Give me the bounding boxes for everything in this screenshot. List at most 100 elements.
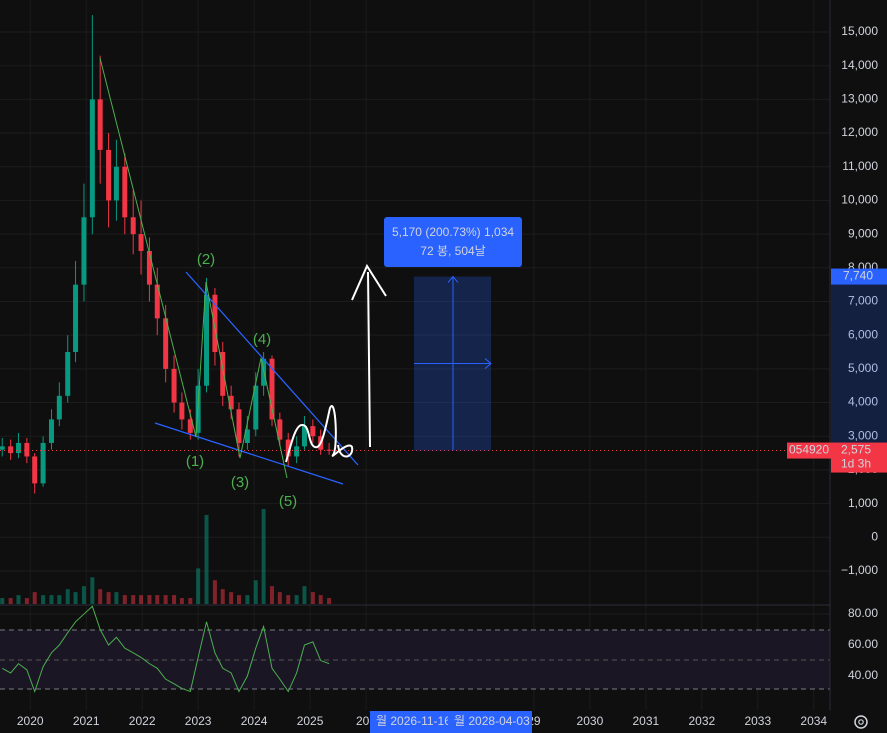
candle-body xyxy=(179,402,185,420)
y-tick-label: −1,000 xyxy=(841,563,878,577)
candle-body xyxy=(65,352,71,396)
volume-bar xyxy=(302,586,307,604)
y-tick-label: 10,000 xyxy=(841,193,878,207)
rsi-line xyxy=(1,605,330,694)
candle-body xyxy=(244,429,250,443)
y-tick-label: 4,000 xyxy=(848,395,878,409)
settings-icon-center xyxy=(858,719,864,725)
candle-body xyxy=(32,456,38,484)
x-tick-label: 2020 xyxy=(17,714,44,728)
volume-bar xyxy=(310,592,315,604)
volume-bar xyxy=(236,595,241,604)
candle-body xyxy=(8,446,14,454)
candle-body xyxy=(154,284,160,319)
measure-arrow-head xyxy=(484,358,492,369)
x-tick-label: 2031 xyxy=(633,714,660,728)
volume-bar xyxy=(253,580,258,604)
volume-bar xyxy=(220,589,225,604)
x-tick-label: 2023 xyxy=(185,714,212,728)
date-label-box xyxy=(448,711,532,733)
candle-body xyxy=(40,442,46,484)
candle-body xyxy=(146,250,152,285)
wave-label: (5) xyxy=(279,493,297,510)
candle-body xyxy=(310,426,316,437)
x-tick-label: 2030 xyxy=(577,714,604,728)
candle-body xyxy=(228,395,234,410)
candle-body xyxy=(204,294,210,386)
volume-bar xyxy=(294,595,299,604)
x-tick-label: 2032 xyxy=(688,714,715,728)
candle-body xyxy=(89,99,95,218)
y-tick-label: 5,000 xyxy=(848,361,878,375)
candle-body xyxy=(212,294,218,353)
volume-bar xyxy=(172,595,177,604)
axis-range xyxy=(831,276,887,451)
candle-body xyxy=(294,446,300,457)
y-tick-label: 11,000 xyxy=(842,159,878,173)
candle-body xyxy=(24,442,30,457)
symbol-label: 054920 xyxy=(789,443,829,457)
y-tick-label: 14,000 xyxy=(841,58,878,72)
measure-label: 72 봉, 504날 xyxy=(420,244,485,258)
overlay: 2020 2021 2022 2023 2024 2025 202 29 2030 2031 203… xyxy=(17,24,887,733)
x-tick-label: 2034 xyxy=(800,714,827,728)
candle-body xyxy=(113,166,119,201)
volume-bar xyxy=(139,595,144,604)
volume-bar xyxy=(179,598,184,604)
y-tick-label: 9,000 xyxy=(848,226,878,240)
candle-body xyxy=(285,439,291,457)
volume-bar xyxy=(155,595,160,604)
volume-bar xyxy=(229,592,234,604)
volume-bar xyxy=(212,580,217,604)
volume-bar xyxy=(16,595,21,604)
countdown-label: 1d 3h xyxy=(841,457,871,471)
x-tick-label: 2033 xyxy=(744,714,771,728)
candle-body xyxy=(81,217,87,285)
volume-bar xyxy=(106,592,111,604)
volume-bar xyxy=(0,598,5,604)
wave-label: (2) xyxy=(197,251,215,268)
last-price-label: 2,575 xyxy=(841,443,871,457)
x-tick-label: 2022 xyxy=(129,714,156,728)
volume-bar xyxy=(188,598,193,604)
candle-body xyxy=(269,358,275,420)
volume-bar xyxy=(318,595,323,604)
volume-bar xyxy=(147,595,152,604)
target-price-box xyxy=(831,268,887,285)
candle-body xyxy=(163,318,169,369)
symbol-box xyxy=(787,442,831,459)
settings-icon[interactable] xyxy=(854,715,868,729)
freehand-arrow xyxy=(351,263,387,448)
candle-body xyxy=(15,442,21,454)
candle-body xyxy=(171,368,177,403)
date-label: 월 2026-11-16 xyxy=(376,714,451,728)
volume-bar xyxy=(90,577,95,604)
wave-label: (4) xyxy=(253,331,271,348)
x-tick-label: 2021 xyxy=(73,714,100,728)
last-price-box xyxy=(831,442,887,473)
volume-bar xyxy=(32,592,37,604)
candle-body xyxy=(48,419,54,443)
marks xyxy=(0,15,830,694)
volume-bar xyxy=(245,595,250,604)
volume-bar xyxy=(41,595,46,604)
volume-bar xyxy=(24,598,29,604)
y2-tick-label: 60.00 xyxy=(848,637,878,651)
wave-label: (1) xyxy=(186,453,204,470)
volume-bar xyxy=(73,592,78,604)
volume-bar xyxy=(277,592,282,604)
candle-body xyxy=(130,217,136,235)
volume-bar xyxy=(81,586,86,604)
y-tick-label: 0 xyxy=(871,529,878,543)
candle-body xyxy=(73,284,79,353)
candle-body xyxy=(122,166,128,218)
grid xyxy=(0,0,830,710)
candle-body xyxy=(277,419,283,440)
x-tick-label: 2025 xyxy=(297,714,324,728)
volume-bar xyxy=(49,595,54,604)
volume-bar xyxy=(8,598,13,604)
candle-body xyxy=(220,352,226,396)
candle-body xyxy=(97,99,103,150)
y-tick-label: 1,000 xyxy=(848,496,878,510)
